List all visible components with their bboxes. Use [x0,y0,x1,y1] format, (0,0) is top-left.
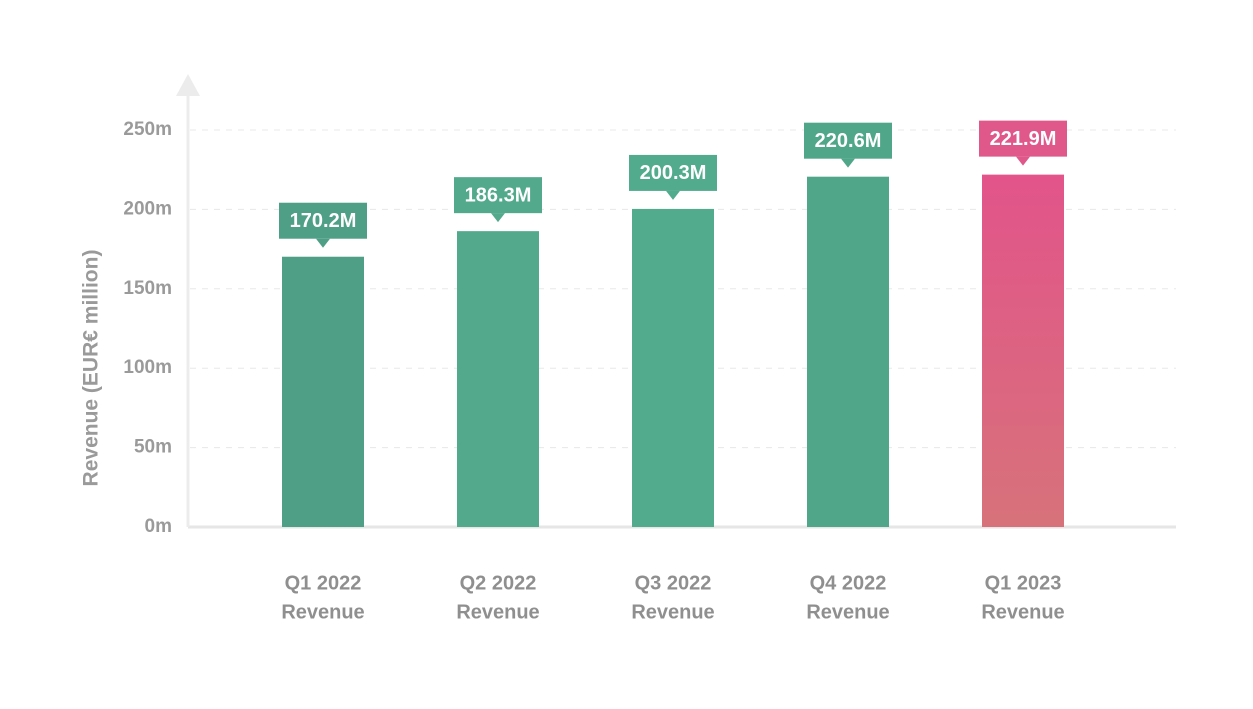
y-tick-label: 50m [134,437,172,458]
value-label: 186.3M [465,184,532,206]
x-tick-sublabel: Revenue [806,601,889,623]
value-label: 220.6M [815,130,882,152]
x-tick-label: Q3 2022 [635,572,712,594]
value-label-pointer [1016,156,1030,166]
bar [807,176,889,527]
y-tick-label: 150m [123,278,172,299]
value-label-box [979,120,1067,157]
x-tick-sublabel: Revenue [981,601,1064,623]
x-tick-sublabel: Revenue [456,601,539,623]
x-tick-label: Q4 2022 [810,572,887,594]
value-label-pointer [491,213,505,223]
value-label-box [454,177,542,214]
bar [982,174,1064,527]
y-axis-label: Revenue (EUR€ million) [80,250,103,487]
x-tick-label: Q2 2022 [460,572,537,594]
y-axis-arrow [176,74,200,96]
bar [457,231,539,528]
x-tick-sublabel: Revenue [281,601,364,623]
bar [632,208,714,528]
value-label-pointer [316,238,330,248]
value-label-pointer [666,190,680,200]
value-label-pointer [841,158,855,168]
x-tick-label: Q1 2022 [285,572,362,594]
value-label-box [279,202,367,239]
x-tick-sublabel: Revenue [631,601,714,623]
y-tick-label: 250m [123,119,172,140]
value-label: 170.2M [290,210,357,232]
y-tick-label: 100m [123,357,172,378]
bar [282,256,364,527]
value-label-box [804,122,892,159]
value-label: 200.3M [640,162,707,184]
value-label: 221.9M [990,128,1057,150]
value-label-box [629,154,717,191]
y-tick-label: 0m [145,516,172,537]
x-tick-label: Q1 2023 [985,572,1062,594]
y-tick-label: 200m [123,198,172,219]
